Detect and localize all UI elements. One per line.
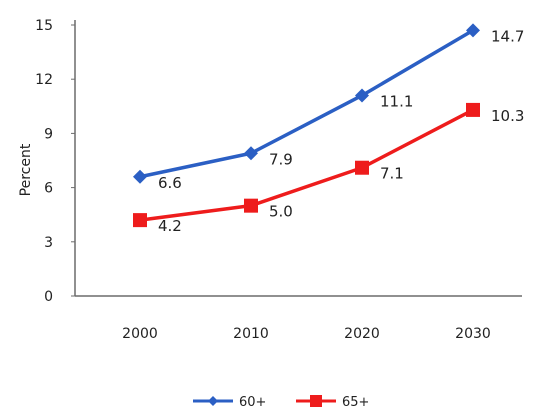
legend-item-2: 65+ (296, 395, 369, 410)
data-point-marker (244, 146, 258, 161)
data-label: 4.2 (158, 217, 182, 235)
x-tick-label: 2030 (455, 326, 491, 342)
y-tick-labels: 0 3 6 9 12 15 (35, 18, 75, 305)
data-label: 14.7 (491, 27, 524, 45)
data-labels: 6.6 7.9 11.1 14.7 4.2 5.0 7.1 10.3 (158, 27, 524, 235)
legend: 60+ 65+ (193, 395, 369, 410)
x-tick-label: 2010 (233, 326, 269, 342)
x-tick-label: 2000 (122, 326, 158, 342)
y-tick-label: 12 (35, 72, 53, 88)
series-markers (133, 23, 480, 228)
data-label: 5.0 (269, 203, 293, 221)
data-label: 6.6 (158, 174, 182, 192)
legend-label: 60+ (239, 395, 266, 410)
legend-marker (208, 396, 218, 406)
data-label: 10.3 (491, 107, 524, 125)
legend-marker (310, 395, 322, 407)
legend-label: 65+ (342, 395, 369, 410)
data-point-marker (466, 23, 480, 38)
data-point-marker (133, 169, 147, 184)
x-tick-labels: 2000 2010 2020 2030 (122, 326, 491, 342)
axes (74, 20, 522, 297)
y-tick-label: 0 (44, 289, 53, 305)
series-lines (139, 28, 474, 222)
series-line-2 (139, 108, 474, 222)
data-point-marker (133, 213, 147, 228)
data-label: 11.1 (380, 92, 413, 110)
data-label: 7.9 (269, 150, 293, 168)
y-tick-label: 9 (44, 126, 53, 142)
data-label: 7.1 (380, 165, 404, 183)
y-tick-label: 6 (44, 181, 53, 197)
data-point-marker (244, 198, 258, 213)
y-axis-title: Percent (18, 143, 34, 196)
x-tick-label: 2020 (344, 326, 380, 342)
data-point-marker (466, 102, 480, 117)
legend-item-1: 60+ (193, 395, 266, 410)
data-point-marker (355, 88, 369, 103)
y-tick-label: 3 (44, 235, 53, 251)
series-line-1 (139, 28, 474, 179)
y-tick-label: 15 (35, 18, 53, 34)
data-point-marker (355, 160, 369, 175)
